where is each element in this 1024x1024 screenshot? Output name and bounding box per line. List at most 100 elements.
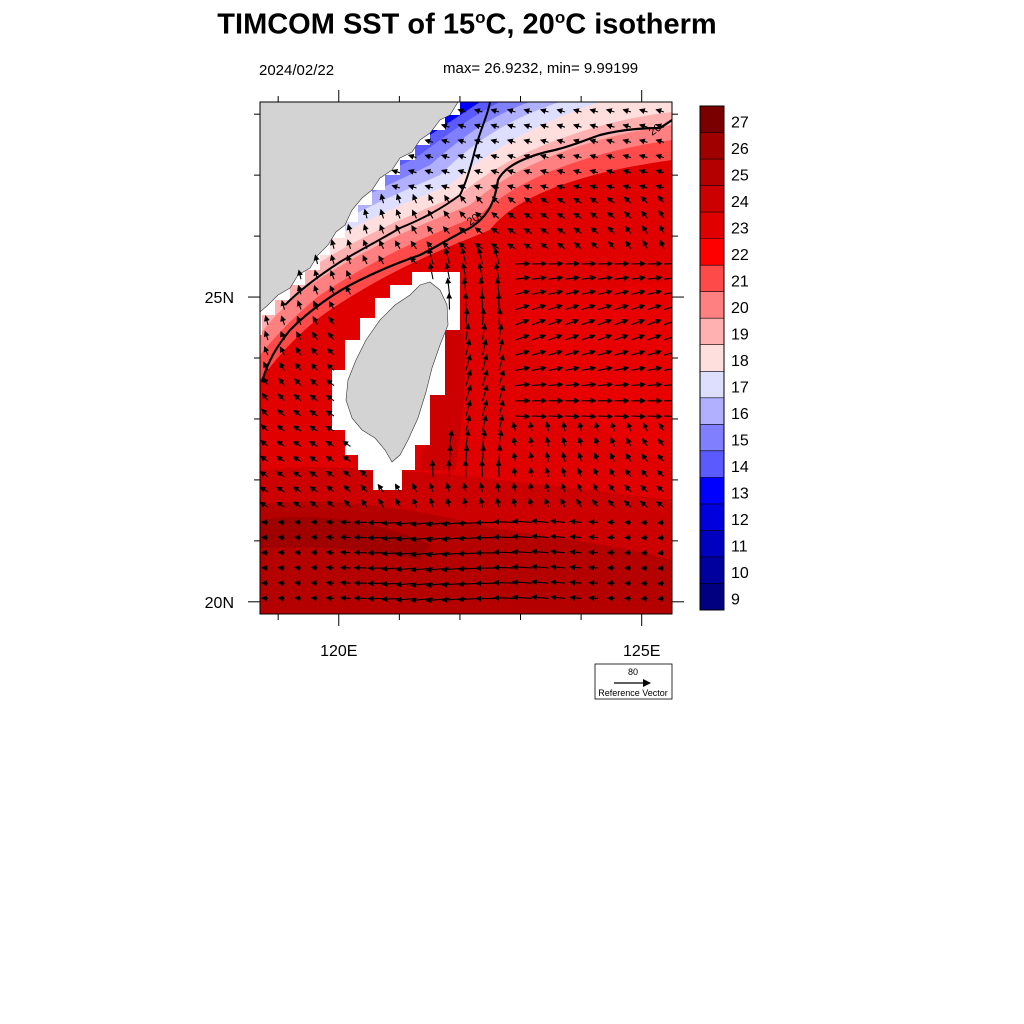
velocity-arrow-icon: [548, 349, 563, 356]
velocity-arrow-icon: [280, 330, 286, 341]
velocity-arrow-icon: [260, 471, 269, 478]
velocity-arrow-icon: [491, 212, 500, 219]
velocity-arrow-icon: [511, 482, 518, 493]
velocity-arrow-icon: [459, 211, 467, 219]
velocity-arrow-icon: [310, 549, 318, 556]
velocity-arrow-icon: [410, 240, 417, 250]
colorbar-cell: [700, 583, 724, 610]
colorbar-label: 17: [731, 380, 749, 397]
colorbar-label: 21: [731, 273, 749, 290]
velocity-arrow-icon: [493, 247, 500, 265]
velocity-arrow-icon: [531, 334, 547, 341]
velocity-arrow-icon: [577, 452, 584, 462]
velocity-arrow-icon: [294, 519, 302, 526]
velocity-arrow-icon: [311, 347, 318, 356]
velocity-arrow-icon: [657, 195, 665, 204]
velocity-arrow-icon: [625, 240, 632, 250]
velocity-arrow-icon: [623, 500, 632, 508]
velocity-arrow-icon: [523, 138, 533, 145]
velocity-arrow-icon: [605, 123, 615, 130]
colorbar-cell: [700, 477, 724, 504]
velocity-arrow-icon: [473, 108, 483, 114]
velocity-arrow-icon: [511, 497, 518, 508]
velocity-arrow-icon: [458, 226, 467, 235]
velocity-arrow-icon: [325, 534, 335, 541]
velocity-arrow-icon: [343, 499, 351, 508]
velocity-arrow-icon: [481, 369, 489, 386]
velocity-arrow-icon: [597, 289, 613, 296]
velocity-arrow-icon: [515, 275, 531, 282]
velocity-arrow-icon: [539, 184, 549, 190]
velocity-arrow-icon: [641, 210, 648, 219]
velocity-arrow-icon: [495, 482, 502, 493]
velocity-arrow-icon: [260, 455, 269, 463]
colorbar: 27 26 25 24 23 22 21 20 19 18 17 16 15 14 13 12 11 10 9: [699, 105, 749, 611]
velocity-arrow-icon: [412, 209, 418, 219]
y-tick-label: 20N: [205, 595, 234, 612]
velocity-arrow-icon: [614, 318, 629, 326]
velocity-arrow-icon: [549, 533, 566, 540]
velocity-arrow-icon: [296, 331, 302, 341]
axis-ticks: 120E 125E 25N 20N: [205, 90, 684, 660]
colorbar-cell: [700, 106, 724, 133]
velocity-arrow-icon: [507, 243, 516, 250]
velocity-arrow-icon: [313, 284, 319, 295]
velocity-arrow-icon: [497, 429, 504, 447]
colorbar-label: 18: [731, 353, 749, 370]
velocity-arrow-icon: [663, 415, 672, 417]
velocity-arrow-icon: [444, 262, 451, 280]
velocity-arrow-icon: [564, 318, 580, 326]
velocity-arrow-icon: [292, 501, 302, 508]
velocity-arrow-icon: [427, 209, 434, 219]
velocity-arrow-icon: [531, 318, 547, 326]
velocity-arrow-icon: [498, 399, 505, 417]
velocity-arrow-icon: [309, 471, 318, 478]
velocity-arrow-icon: [548, 413, 564, 420]
velocity-arrow-icon: [326, 485, 335, 493]
velocity-arrow-icon: [493, 594, 516, 601]
velocity-arrow-icon: [462, 497, 469, 508]
velocity-arrow-icon: [539, 138, 549, 145]
stats-label: max= 26.9232, min= 9.99199: [443, 60, 639, 77]
velocity-arrow-icon: [515, 349, 530, 356]
velocity-arrow-icon: [614, 413, 630, 420]
velocity-arrow-icon: [498, 338, 505, 356]
velocity-arrow-icon: [515, 334, 530, 341]
velocity-arrow-icon: [491, 196, 500, 204]
velocity-arrow-icon: [412, 497, 418, 508]
velocity-arrow-icon: [473, 138, 483, 145]
velocity-arrow-icon: [506, 108, 516, 114]
colorbar-label: 20: [731, 300, 749, 317]
velocity-arrow-icon: [572, 108, 582, 114]
velocity-arrow-icon: [479, 459, 486, 477]
velocity-arrow-icon: [391, 184, 401, 190]
velocity-arrow-icon: [630, 289, 646, 296]
velocity-arrow-icon: [428, 482, 435, 493]
velocity-arrow-icon: [460, 262, 467, 280]
velocity-arrow-icon: [465, 338, 472, 356]
velocity-arrow-icon: [310, 378, 318, 387]
colorbar-label: 19: [731, 326, 749, 343]
velocity-arrow-icon: [292, 456, 302, 463]
velocity-arrow-icon: [391, 169, 401, 175]
velocity-arrow-icon: [588, 519, 599, 526]
velocity-arrow-icon: [630, 381, 646, 388]
velocity-arrow-icon: [481, 338, 488, 356]
velocity-arrow-icon: [560, 467, 567, 477]
colorbar-cell: [700, 185, 724, 213]
velocity-arrow-icon: [493, 564, 516, 571]
velocity-arrow-icon: [481, 399, 489, 417]
velocity-arrow-icon: [395, 498, 401, 508]
velocity-arrow-icon: [276, 424, 285, 432]
velocity-arrow-icon: [412, 482, 418, 493]
velocity-arrow-icon: [279, 361, 285, 371]
velocity-arrow-icon: [581, 275, 597, 282]
velocity-arrow-icon: [548, 318, 563, 326]
velocity-arrow-icon: [325, 564, 335, 571]
velocity-arrow-icon: [655, 184, 665, 190]
velocity-arrow-icon: [264, 315, 270, 325]
velocity-arrow-icon: [609, 452, 616, 462]
velocity-arrow-icon: [564, 289, 580, 296]
velocity-arrow-icon: [539, 153, 549, 160]
velocity-arrow-icon: [475, 195, 483, 204]
